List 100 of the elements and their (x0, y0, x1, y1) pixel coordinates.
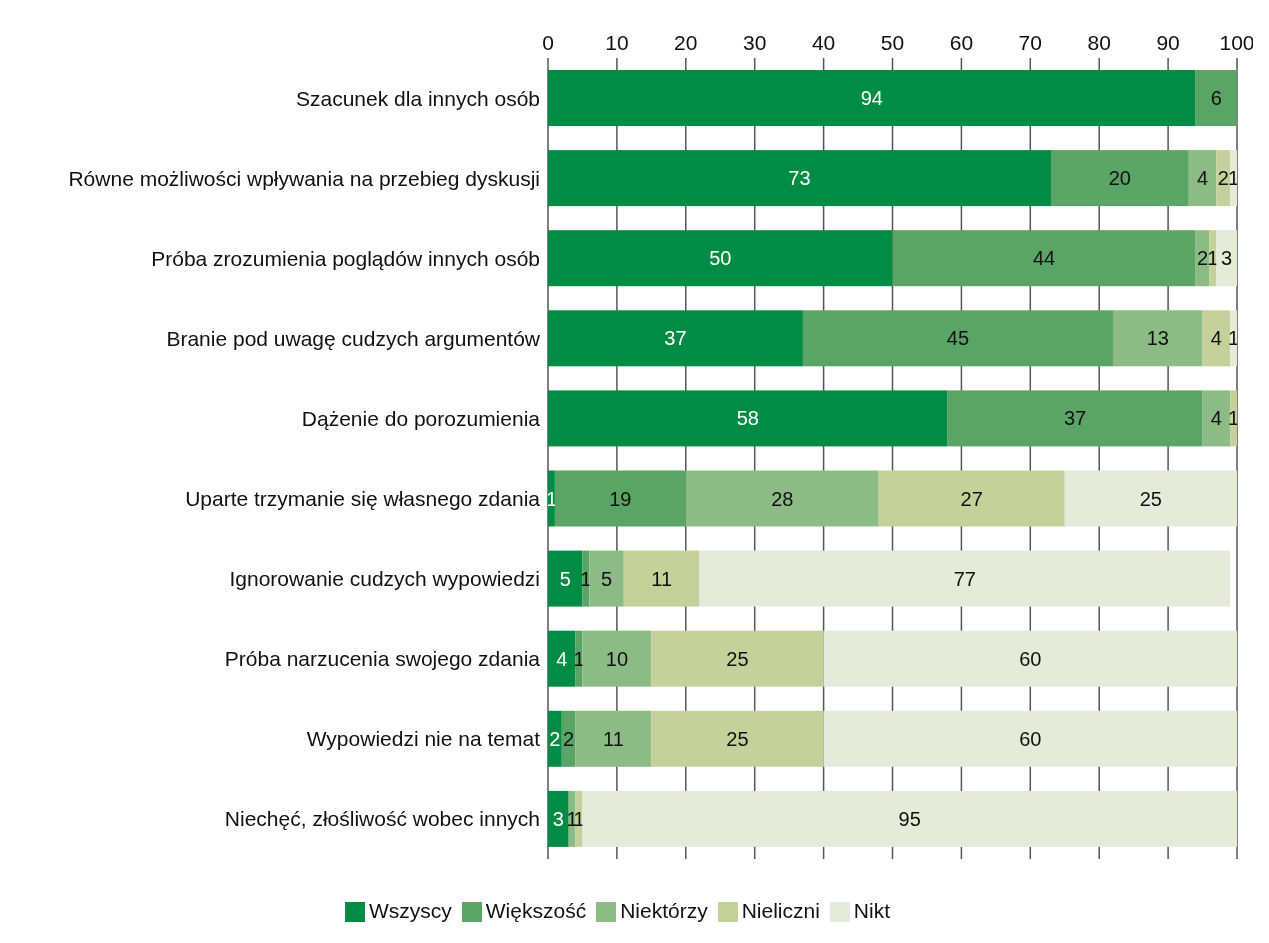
data-label: 11 (651, 567, 673, 590)
bar (1064, 470, 1237, 527)
data-label: 2 (549, 727, 561, 750)
legend-label: Większość (485, 899, 587, 922)
data-label: 4 (1210, 407, 1222, 430)
bar (1050, 150, 1189, 207)
y-tick-label: Równe możliwości wpływania na przebieg dyskusji (68, 166, 540, 190)
data-label: 3 (1221, 247, 1233, 270)
data-label: 60 (1019, 647, 1042, 670)
bar (582, 790, 1237, 847)
bar (548, 230, 893, 287)
data-label: 4 (1210, 327, 1222, 350)
bar (548, 550, 583, 607)
data-label: 37 (1063, 407, 1087, 430)
bar (548, 710, 562, 767)
x-tick-label: 70 (1018, 31, 1042, 54)
x-tick-label: 0 (542, 31, 554, 54)
bar (548, 630, 576, 687)
data-label: 28 (771, 487, 794, 510)
data-label: 2 (563, 727, 575, 750)
bar (699, 550, 1231, 607)
data-label: 27 (960, 487, 983, 510)
bar (1202, 390, 1231, 447)
y-tick-label: Próba zrozumienia poglądów innych osób (151, 246, 540, 270)
bar (802, 310, 1113, 367)
bar (651, 630, 824, 687)
bar (582, 630, 652, 687)
bar (623, 550, 700, 607)
x-tick-label: 60 (949, 31, 974, 54)
data-label: 77 (953, 567, 976, 590)
data-label: 10 (605, 647, 629, 670)
data-label: 13 (1146, 327, 1169, 350)
legend-label: Wszyscy (368, 899, 452, 922)
data-label: 20 (1108, 167, 1131, 190)
bar (561, 710, 576, 767)
data-label: 19 (609, 487, 632, 510)
x-tick-label: 40 (811, 31, 836, 54)
bar (878, 470, 1065, 527)
y-tick-label: Próba narzucenia swojego zdania (224, 647, 541, 671)
bar (1216, 150, 1231, 207)
data-label: 1 (1207, 247, 1219, 270)
bar (685, 470, 879, 527)
x-tick-label: 10 (605, 31, 629, 54)
data-label: 73 (788, 167, 811, 190)
bar (1112, 310, 1203, 367)
data-label: 95 (898, 807, 921, 830)
data-label: 60 (1019, 727, 1042, 750)
data-label: 4 (1196, 167, 1209, 190)
data-label: 2 (1217, 167, 1229, 190)
data-label: 6 (1210, 87, 1222, 109)
bar (589, 550, 624, 607)
bar (575, 710, 652, 767)
x-tick-label: 80 (1087, 31, 1111, 54)
y-tick-label: Dążenie do porozumienia (301, 406, 541, 430)
x-tick-label: 50 (880, 31, 905, 54)
bar (947, 390, 1203, 447)
bar (1202, 310, 1231, 367)
data-label: 25 (726, 647, 749, 670)
x-tick-label: 20 (674, 31, 698, 54)
data-label: 5 (601, 567, 613, 590)
data-label: 5 (559, 567, 571, 590)
bar (548, 70, 1196, 126)
bar (1216, 230, 1237, 287)
y-tick-label: Ignorowanie cudzych wypowiedzi (229, 567, 540, 591)
data-label: 3 (552, 807, 564, 830)
legend-label: Nieliczni (741, 899, 820, 922)
data-label: 45 (946, 327, 970, 350)
bar (548, 310, 803, 367)
data-label: 4 (556, 647, 568, 670)
bar (823, 630, 1237, 687)
x-tick-label: 90 (1156, 31, 1180, 54)
data-label: 2 (1196, 247, 1209, 270)
data-label: 94 (860, 87, 883, 109)
data-label: 11 (603, 727, 624, 750)
y-tick-label: Uparte trzymanie się własnego zdania (185, 487, 541, 510)
bar (548, 790, 569, 847)
legend-label: Nikt (853, 899, 891, 922)
data-label: 44 (1032, 247, 1056, 270)
y-tick-label: Branie pod uwagę cudzych argumentów (166, 326, 541, 350)
data-label: 58 (736, 407, 759, 430)
x-tick-label: 100 (1219, 31, 1255, 54)
x-tick-label: 30 (743, 31, 767, 54)
data-label: 37 (664, 327, 687, 350)
data-label: 50 (709, 247, 732, 270)
bar (651, 710, 824, 767)
y-tick-label: Szacunek dla innych osób (296, 86, 540, 110)
data-label: 1 (573, 647, 585, 670)
y-tick-label: Wypowiedzi nie na temat (306, 727, 541, 751)
data-label: 25 (726, 727, 749, 750)
bar (1195, 70, 1237, 126)
bar (1188, 150, 1217, 207)
bar (892, 230, 1196, 287)
bar (548, 390, 948, 447)
data-label: 25 (1139, 487, 1162, 510)
legend-label: Niektórzy (620, 899, 708, 922)
y-tick-label: Niechęć, złośliwość wobec innych (224, 807, 540, 831)
bar (823, 710, 1237, 767)
bar (548, 150, 1051, 207)
data-label: 1 (545, 487, 558, 510)
bar (554, 470, 686, 527)
